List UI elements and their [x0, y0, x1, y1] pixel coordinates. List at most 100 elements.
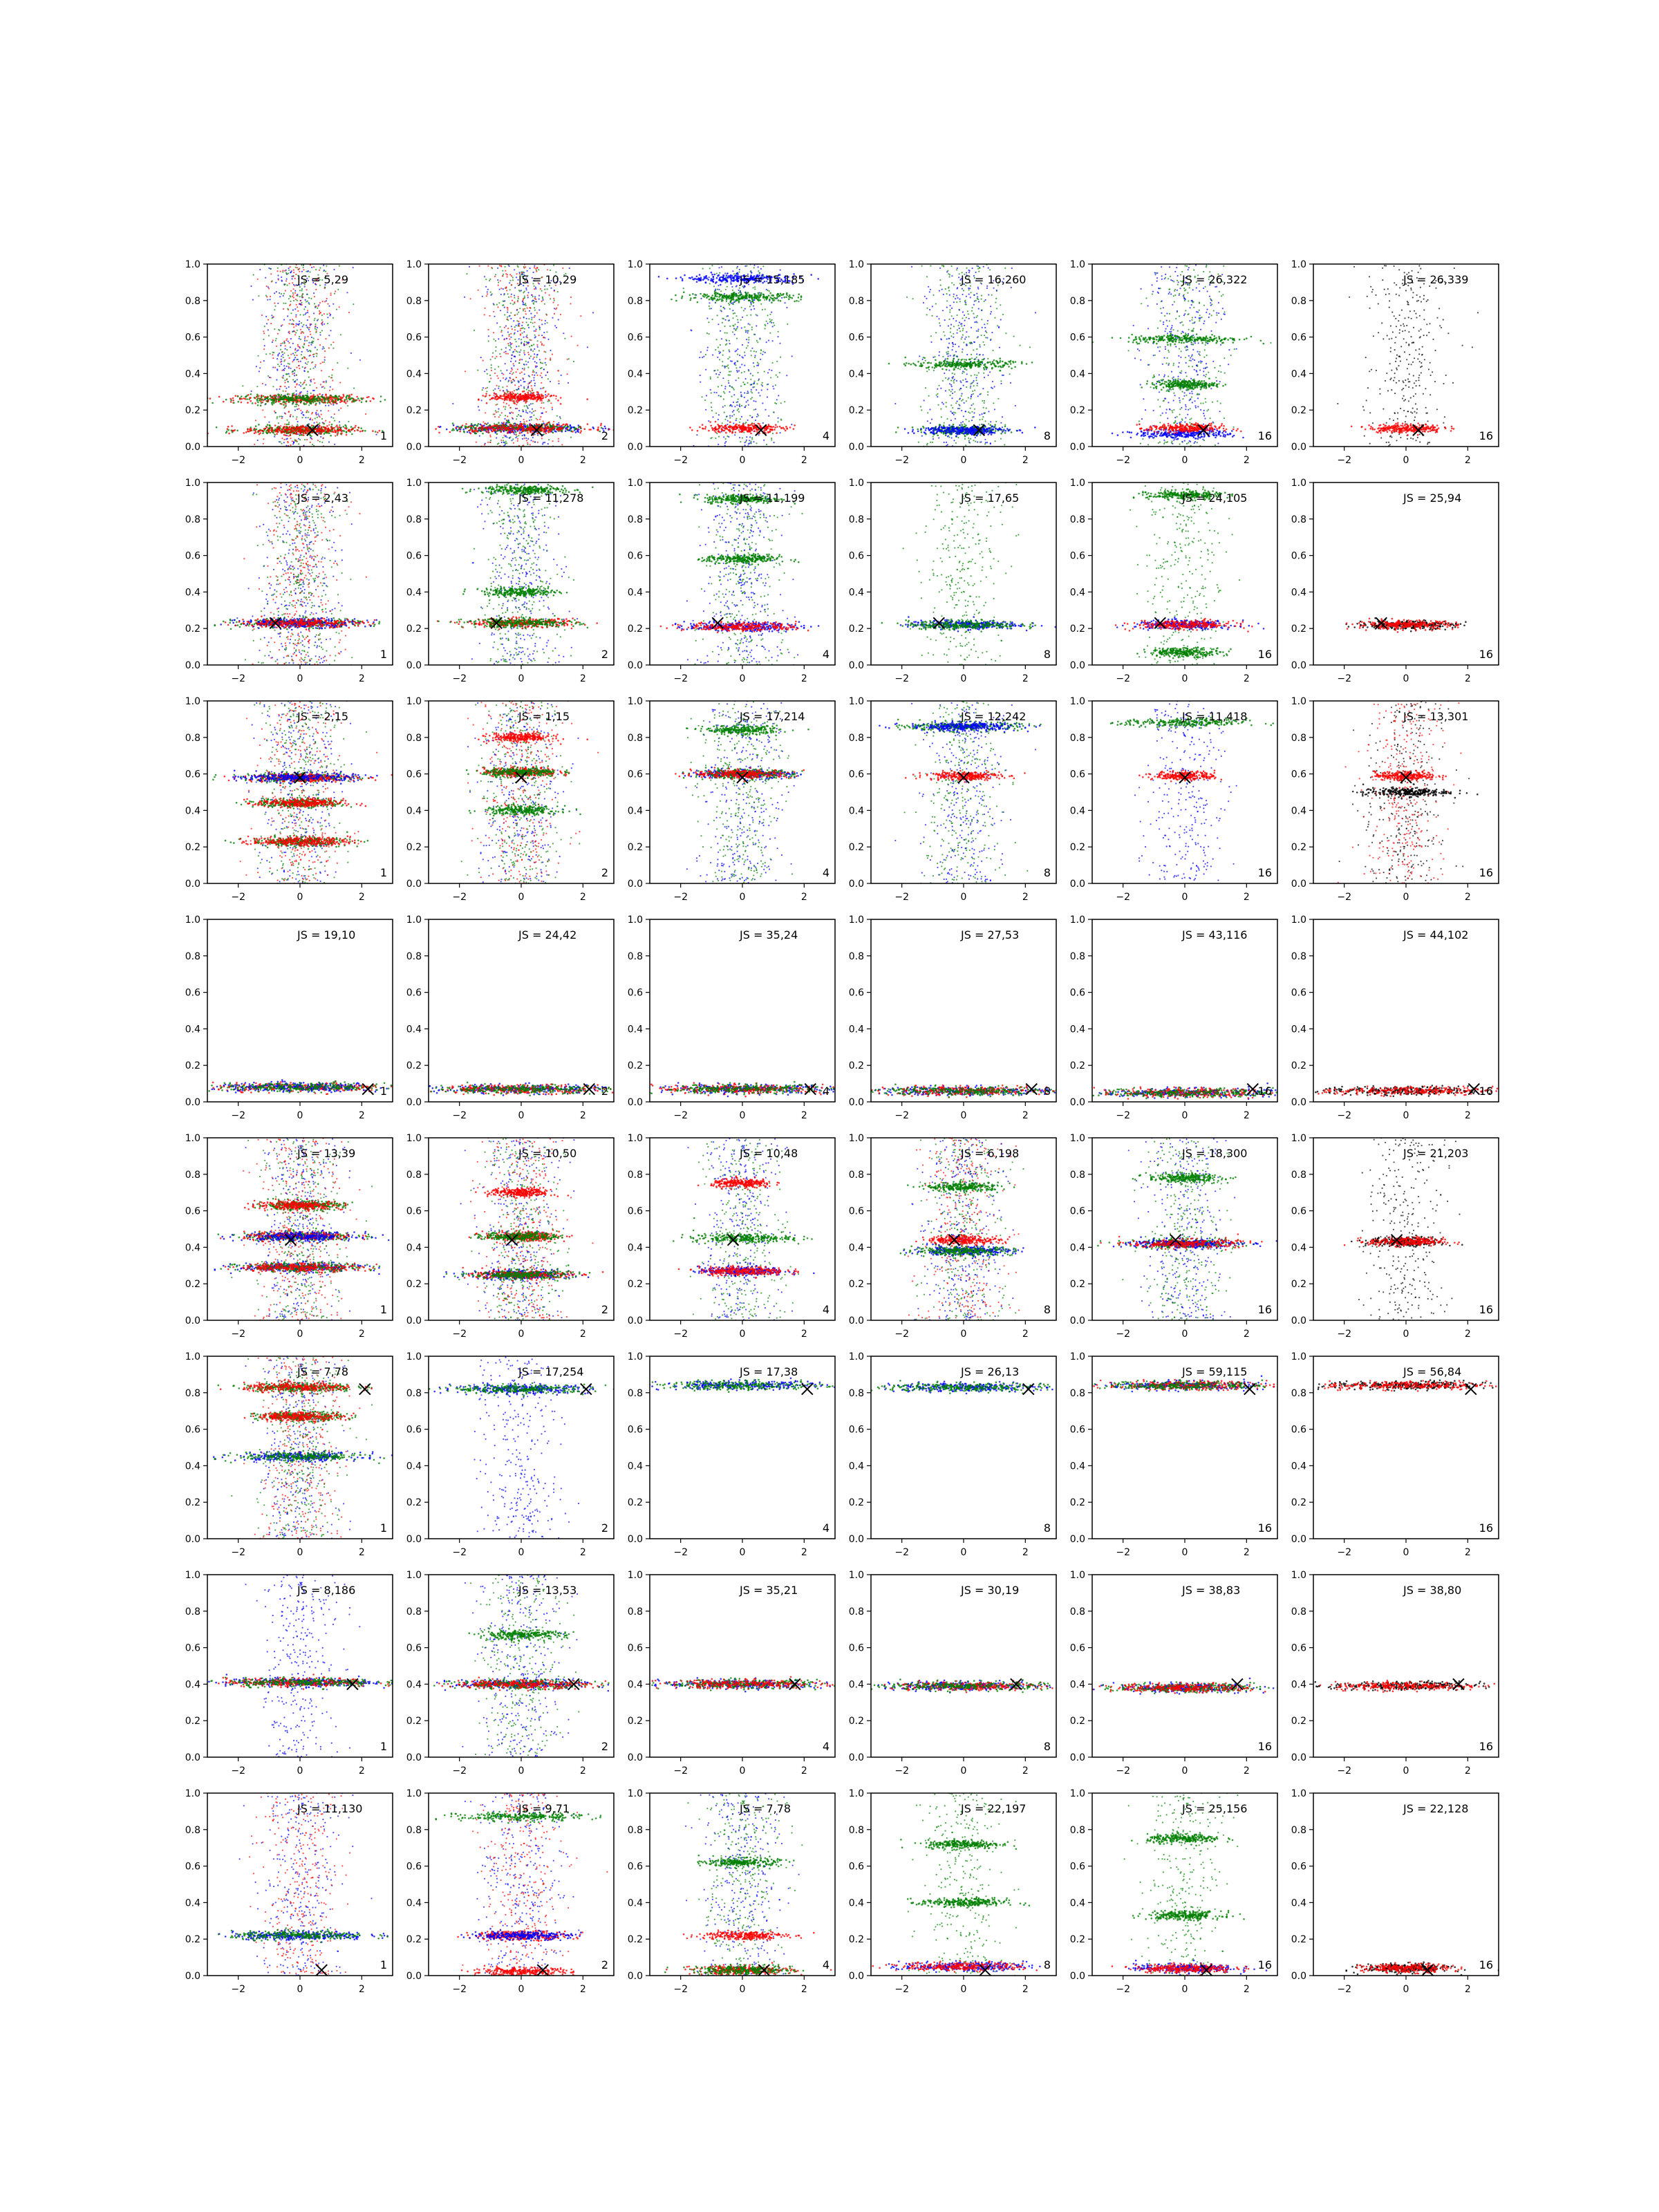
point [552, 353, 553, 355]
point [540, 429, 542, 431]
point [768, 294, 770, 297]
point [292, 371, 294, 372]
point [527, 412, 528, 413]
point [487, 387, 488, 388]
point [271, 403, 273, 405]
point [321, 399, 324, 401]
point [771, 294, 773, 297]
point [517, 393, 518, 394]
point [262, 409, 263, 411]
point [306, 364, 308, 365]
point [724, 405, 726, 406]
point [509, 265, 510, 267]
point [524, 291, 525, 292]
point [707, 347, 709, 348]
point [310, 403, 312, 405]
point [314, 422, 315, 424]
point [516, 408, 518, 409]
point [521, 385, 522, 386]
point [281, 355, 282, 357]
point [545, 394, 546, 395]
point [292, 443, 294, 444]
point [286, 378, 288, 379]
point [742, 430, 744, 432]
point [512, 303, 514, 305]
point [377, 431, 379, 433]
point [283, 353, 285, 354]
point [360, 427, 362, 429]
point [715, 413, 717, 414]
point [322, 362, 324, 363]
point [516, 371, 517, 373]
point [317, 394, 319, 396]
point [297, 306, 298, 308]
point [543, 299, 544, 301]
point [330, 294, 332, 296]
point [282, 377, 283, 379]
point [756, 442, 757, 444]
point [739, 269, 740, 270]
point [760, 268, 762, 270]
point [592, 427, 594, 429]
point [798, 301, 799, 302]
point [346, 431, 348, 433]
point [560, 403, 562, 405]
point [308, 377, 310, 378]
point [519, 317, 521, 319]
point [339, 427, 341, 429]
point [717, 357, 718, 358]
point [775, 384, 776, 386]
point [299, 427, 301, 429]
point [352, 428, 354, 430]
point [300, 382, 301, 384]
point [252, 299, 254, 301]
point [573, 361, 574, 362]
point [725, 441, 727, 442]
point [313, 266, 315, 268]
point [328, 424, 330, 426]
point [735, 367, 737, 368]
point [259, 371, 260, 372]
point [523, 423, 525, 425]
point [268, 288, 270, 289]
point [478, 429, 480, 431]
point [283, 404, 285, 406]
point [330, 395, 332, 397]
point [263, 395, 265, 397]
point [281, 276, 282, 278]
point [518, 326, 520, 327]
point [296, 406, 297, 407]
point [294, 375, 295, 376]
point [516, 415, 518, 417]
point [502, 424, 504, 426]
point [232, 430, 234, 432]
point [507, 422, 509, 424]
point [746, 401, 747, 402]
point [778, 418, 779, 419]
point [729, 294, 731, 297]
point [258, 295, 259, 297]
point [498, 416, 500, 418]
point [577, 430, 579, 432]
point [526, 318, 527, 319]
point [508, 391, 509, 392]
point [507, 293, 509, 294]
point [538, 319, 540, 320]
point [346, 396, 348, 398]
point [506, 389, 507, 391]
point [550, 350, 551, 351]
point [747, 391, 749, 392]
point [514, 326, 516, 328]
point [572, 431, 574, 433]
point [526, 388, 527, 390]
point [513, 442, 514, 444]
point [523, 419, 525, 420]
point [280, 441, 281, 442]
point [333, 269, 335, 270]
point [241, 398, 243, 400]
point [531, 319, 532, 320]
point [354, 399, 356, 401]
axes-frame [429, 264, 614, 447]
point [264, 345, 265, 346]
